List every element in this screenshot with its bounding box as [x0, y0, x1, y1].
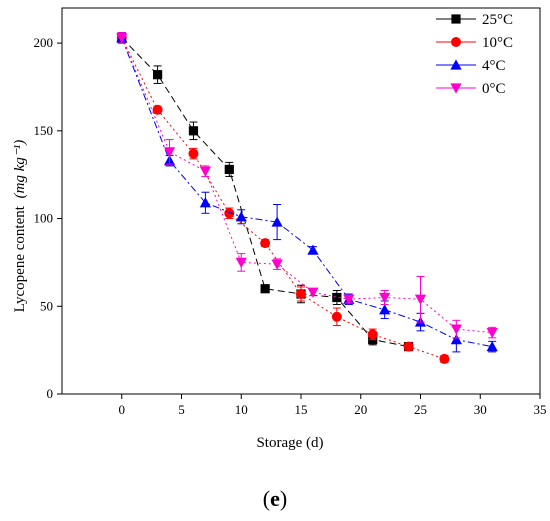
data-point — [116, 33, 128, 44]
data-point — [152, 104, 163, 115]
y-tick-label: 150 — [34, 123, 54, 138]
series-layer — [116, 32, 498, 364]
data-point — [153, 70, 163, 80]
data-point — [199, 197, 211, 208]
y-axis-title-unit: (mg kg⁻¹) — [12, 140, 28, 199]
legend-item: 4°C — [436, 58, 506, 74]
panel-label-open: ( — [263, 486, 270, 511]
y-axis-title-group: Lycopene content (mg kg⁻¹) — [12, 140, 28, 313]
data-point — [235, 211, 247, 222]
data-point — [163, 147, 176, 158]
legend-label: 10°C — [482, 35, 513, 51]
data-point — [188, 126, 199, 136]
y-axis-title: Lycopene content (mg kg⁻¹) — [12, 140, 28, 313]
legend-label: 0°C — [482, 81, 506, 97]
x-tick-label: 35 — [534, 402, 547, 417]
legend-marker — [451, 14, 461, 24]
data-point — [343, 294, 355, 305]
x-tick-label: 0 — [119, 402, 126, 417]
series-1 — [116, 32, 450, 364]
series-line — [121, 37, 445, 360]
data-point — [450, 324, 462, 335]
legend-marker — [450, 83, 462, 94]
panel-label-letter: e — [270, 486, 280, 511]
data-point — [271, 259, 283, 270]
data-point — [224, 164, 234, 175]
y-tick-label: 0 — [47, 386, 54, 401]
data-point — [367, 329, 378, 340]
legend-item: 0°C — [436, 81, 506, 97]
data-point — [439, 353, 450, 364]
x-axis-ticks: 0 5 10 15 20 25 30 35 — [119, 394, 547, 417]
x-tick-label: 10 — [235, 402, 248, 417]
data-point — [260, 284, 270, 294]
data-point — [403, 341, 414, 352]
x-tick-label: 25 — [414, 402, 427, 417]
y-tick-label: 50 — [40, 298, 53, 313]
data-point — [235, 257, 247, 269]
data-point — [331, 311, 342, 322]
x-tick-label: 20 — [354, 402, 367, 417]
data-point — [199, 166, 211, 177]
legend-item: 25°C — [436, 12, 513, 28]
legend-marker — [451, 37, 461, 47]
data-point — [307, 287, 319, 298]
series-line — [121, 37, 493, 348]
y-tick-label: 200 — [34, 35, 54, 50]
y-axis-title-quantity: Lycopene content — [12, 205, 28, 312]
data-point — [379, 304, 391, 315]
panel-label: (e) — [263, 486, 287, 511]
legend-marker — [450, 59, 462, 70]
data-point — [379, 292, 391, 304]
data-point — [224, 208, 235, 219]
x-tick-label: 5 — [178, 402, 185, 417]
y-axis-ticks: 0 50 100 150 200 — [34, 35, 62, 401]
legend-item: 10°C — [436, 35, 513, 51]
data-point — [188, 148, 199, 159]
legend-label: 25°C — [482, 12, 513, 28]
series-0 — [117, 32, 414, 352]
data-point — [486, 341, 498, 352]
legend: 25°C 10°C 4°C 0°C — [436, 12, 513, 97]
data-point — [332, 292, 342, 303]
x-tick-label: 30 — [474, 402, 487, 417]
data-point — [271, 216, 283, 227]
data-point — [414, 294, 427, 305]
series-3 — [116, 32, 498, 339]
data-point — [296, 288, 306, 299]
x-axis-title: Storage (d) — [256, 435, 323, 451]
legend-label: 4°C — [482, 58, 506, 74]
panel-label-close: ) — [280, 486, 287, 511]
series-line — [121, 37, 409, 348]
data-point — [260, 238, 271, 249]
series-line — [121, 37, 493, 334]
y-tick-label: 100 — [34, 211, 54, 226]
data-point — [450, 334, 462, 345]
data-point — [307, 244, 319, 255]
x-tick-label: 15 — [295, 402, 308, 417]
series-2 — [116, 32, 498, 353]
data-point — [486, 327, 498, 339]
